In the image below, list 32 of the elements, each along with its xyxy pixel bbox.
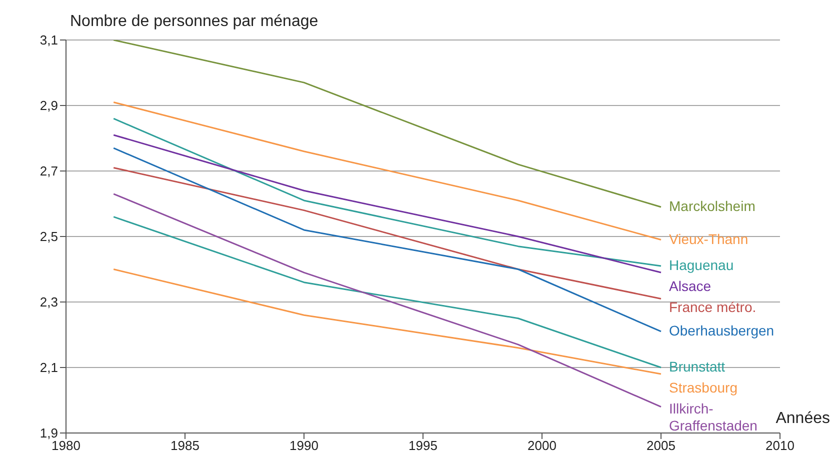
y-tick-label: 2,9 xyxy=(40,98,58,114)
y-tick-label: 2,5 xyxy=(40,229,58,244)
x-tick-label: 2010 xyxy=(766,438,794,454)
line-series xyxy=(112,193,662,408)
series-label: Vieux-Thann xyxy=(669,230,748,246)
series-label: France métro. xyxy=(669,298,756,315)
y-axis-title: Nombre de personnes par ménage xyxy=(70,13,318,30)
y-tick-label: 2,3 xyxy=(40,294,58,310)
line-series xyxy=(112,166,662,300)
x-tick-label: 1995 xyxy=(408,438,438,454)
x-tick-label: 1985 xyxy=(170,438,200,454)
series-label: Haguenau xyxy=(669,256,734,273)
series-label: Marckolsheim xyxy=(669,198,756,214)
y-tick-label: 3,1 xyxy=(40,32,58,48)
series-label: Alsace xyxy=(669,278,712,294)
y-tick-label: 1,9 xyxy=(40,426,58,441)
series-label: Illkirch-Graffenstaden xyxy=(669,400,758,434)
x-tick-label: 1980 xyxy=(52,438,80,454)
x-axis-title: Années xyxy=(776,410,830,427)
y-tick-label: 2,1 xyxy=(40,360,58,376)
x-tick-label: 2000 xyxy=(528,438,556,454)
series-label: Strasbourg xyxy=(669,379,738,396)
line-series xyxy=(112,216,662,368)
line-series xyxy=(112,40,662,208)
series-label: Oberhausbergen xyxy=(669,322,774,338)
line-series xyxy=(112,268,662,375)
y-tick-label: 2,7 xyxy=(40,164,58,179)
line-series xyxy=(112,147,662,332)
x-tick-label: 2005 xyxy=(646,438,676,454)
x-tick-label: 1990 xyxy=(290,438,318,454)
series-label: Brunstatt xyxy=(669,358,726,374)
line-series xyxy=(112,101,662,241)
